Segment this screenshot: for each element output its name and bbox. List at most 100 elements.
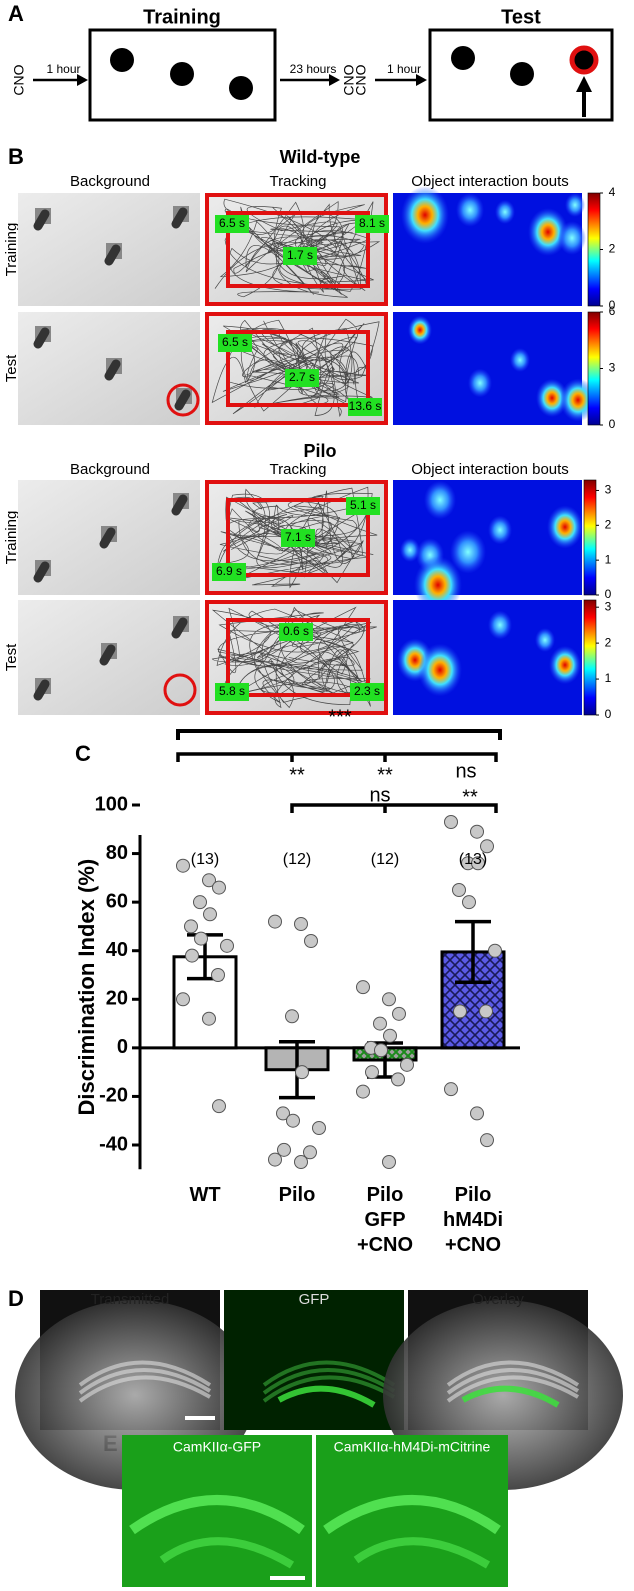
data-point: [212, 1099, 226, 1114]
layer: [446, 1375, 580, 1403]
data-point: [220, 938, 234, 953]
colorbar-tick-label: 6: [609, 304, 616, 318]
colorbar-tick-label: 4: [609, 185, 616, 199]
panel-label: D: [8, 1286, 24, 1311]
column-header: Background: [70, 461, 150, 478]
data-point: [176, 858, 190, 873]
data-point: [400, 1057, 414, 1072]
arrow-head: [329, 74, 340, 86]
time-label: 6.5 s: [222, 335, 248, 349]
data-point: [462, 895, 476, 910]
delay-label: 1 hour: [387, 62, 421, 76]
data-point: [193, 895, 207, 910]
group-title: Pilo: [303, 441, 336, 461]
row-label: Test: [3, 354, 20, 382]
data-point: [202, 1011, 216, 1026]
object: [171, 494, 188, 516]
object: [510, 62, 534, 86]
layer: [262, 1368, 396, 1395]
time-label: 1.7 s: [287, 248, 313, 262]
colorbar: [583, 599, 597, 716]
colorbar-tick-label: 2: [609, 242, 616, 256]
layer: [446, 1360, 580, 1387]
layer: [446, 1368, 580, 1395]
object: [170, 62, 194, 86]
object: [174, 389, 191, 411]
heat-blob: [560, 378, 596, 422]
panel-label: C: [75, 741, 91, 766]
time-label: 2.7 s: [289, 370, 315, 384]
colorbar-tick-label: 3: [605, 483, 612, 497]
data-point: [176, 992, 190, 1007]
n-label: (12): [371, 851, 399, 868]
granule-layer: [353, 1537, 491, 1569]
time-box: [212, 563, 246, 581]
sig-bracket: [176, 752, 498, 762]
panel-label: A: [8, 1, 24, 26]
significance-label: ns: [455, 760, 476, 782]
layer: [262, 1375, 396, 1403]
time-box: [215, 683, 249, 701]
novel-marker: [166, 383, 200, 417]
heat-blob: [536, 378, 568, 418]
data-point: [211, 968, 225, 982]
arrow-head: [576, 76, 592, 92]
colorbar: [587, 192, 601, 307]
time-box: [346, 497, 380, 515]
zone-border: [205, 480, 388, 595]
heat-blob: [495, 200, 515, 224]
zone-border: [205, 193, 388, 306]
heat-blob: [401, 186, 449, 244]
colorbar-tick-label: 3: [605, 599, 612, 613]
object: [229, 76, 253, 100]
granule-layer: [159, 1537, 295, 1569]
data-point: [488, 943, 502, 958]
x-tick-label: WT: [189, 1184, 221, 1206]
micrograph-title: CamKIIα-GFP: [173, 1439, 261, 1455]
micrograph-title: CamKIIα-hM4Di-mCitrine: [334, 1439, 491, 1455]
n-label: (13): [459, 851, 487, 868]
layer: [78, 1368, 212, 1395]
y-tick-label: 80: [106, 842, 128, 864]
time-label: 13.6 s: [349, 399, 382, 413]
data-point: [303, 1145, 317, 1160]
object: [104, 359, 121, 381]
micrograph-title: Transmitted: [91, 1291, 170, 1308]
time-box: [350, 683, 384, 701]
y-axis-label: Discrimination Index (%): [74, 859, 99, 1116]
delay-label: 23 hours: [290, 62, 337, 76]
colorbar-tick-label: 0: [605, 707, 612, 721]
data-point: [470, 1106, 484, 1121]
data-point: [268, 1152, 282, 1167]
time-label: 0.6 s: [283, 624, 309, 638]
novel-object: [569, 45, 599, 75]
heat-blob: [510, 348, 530, 372]
heat-blob: [424, 480, 456, 520]
granule-layer: [323, 1495, 501, 1535]
gfp-band: [461, 1385, 560, 1408]
time-box: [215, 215, 249, 233]
column-header: Tracking: [270, 173, 327, 190]
track: [214, 486, 378, 589]
y-tick-label: 40: [106, 939, 128, 961]
sig-bracket: [176, 729, 502, 740]
colorbar-tick-label: 3: [609, 361, 616, 375]
data-point: [194, 931, 208, 946]
micrograph: [224, 1290, 404, 1430]
layer: [78, 1375, 212, 1403]
colorbar-tick-label: 2: [605, 635, 612, 649]
heat-blob: [408, 315, 432, 345]
data-point: [312, 1121, 326, 1135]
data-point: [356, 980, 370, 995]
data-point: [470, 824, 484, 839]
heat-blob: [450, 530, 486, 574]
row-label: Training: [3, 511, 20, 565]
track: [214, 198, 381, 298]
data-point: [285, 1009, 299, 1024]
data-point: [392, 1006, 406, 1021]
data-point: [202, 873, 216, 888]
heat-blob: [488, 610, 512, 640]
time-box: [285, 369, 319, 387]
heat-blob: [414, 556, 462, 614]
